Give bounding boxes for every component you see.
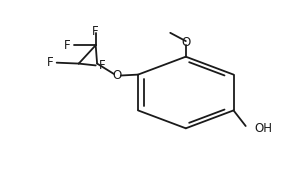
Text: F: F <box>92 25 99 38</box>
Text: O: O <box>181 36 191 49</box>
Text: O: O <box>113 69 122 82</box>
Text: F: F <box>64 39 70 52</box>
Text: F: F <box>47 56 53 69</box>
Text: F: F <box>99 59 105 72</box>
Text: OH: OH <box>254 122 272 135</box>
